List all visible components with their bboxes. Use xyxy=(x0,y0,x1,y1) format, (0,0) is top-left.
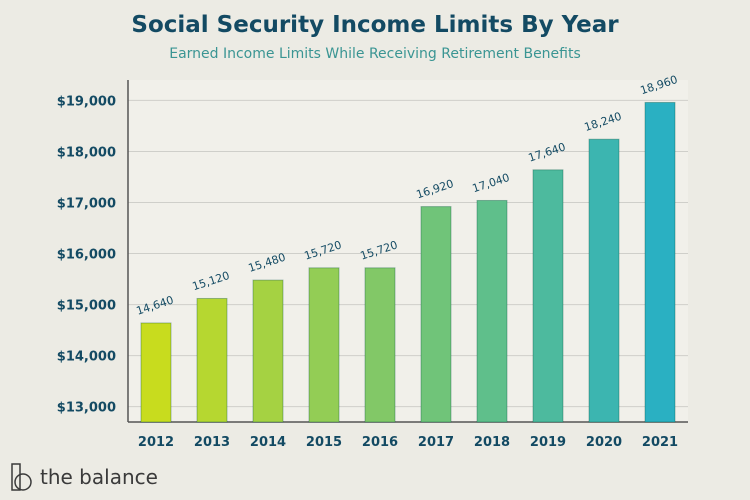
x-tick-label: 2016 xyxy=(362,435,398,450)
x-tick-label: 2012 xyxy=(138,435,174,450)
x-tick-label: 2019 xyxy=(530,435,566,450)
balance-logo-icon xyxy=(11,463,32,491)
bar-2016 xyxy=(364,267,396,423)
y-tick-label: $17,000 xyxy=(57,197,116,212)
brand-logo: the balance xyxy=(10,462,158,492)
bar-2012 xyxy=(140,322,172,423)
x-tick-label: 2015 xyxy=(306,435,342,450)
x-tick-label: 2020 xyxy=(586,435,622,450)
bar-2015 xyxy=(308,267,340,423)
bar-2021 xyxy=(644,101,676,423)
brand-name: the balance xyxy=(40,465,158,489)
x-tick-label: 2021 xyxy=(642,435,678,450)
x-tick-label: 2017 xyxy=(418,435,454,450)
y-tick-label: $15,000 xyxy=(57,299,116,314)
x-tick-label: 2013 xyxy=(194,435,230,450)
bar-2020 xyxy=(588,138,620,423)
bar-2019 xyxy=(532,169,564,423)
bar-2014 xyxy=(252,279,284,423)
y-tick-label: $16,000 xyxy=(57,248,116,263)
y-tick-label: $13,000 xyxy=(57,401,116,416)
chart-subtitle: Earned Income Limits While Receiving Ret… xyxy=(169,46,581,62)
bar-2013 xyxy=(196,297,228,423)
y-tick-label: $18,000 xyxy=(57,145,116,160)
x-tick-label: 2018 xyxy=(474,435,510,450)
chart-title: Social Security Income Limits By Year xyxy=(131,12,619,38)
y-tick-label: $19,000 xyxy=(57,94,116,109)
x-tick-label: 2014 xyxy=(250,435,286,450)
y-tick-label: $14,000 xyxy=(57,350,116,365)
bar-2018 xyxy=(476,199,508,423)
bar-2017 xyxy=(420,206,452,423)
